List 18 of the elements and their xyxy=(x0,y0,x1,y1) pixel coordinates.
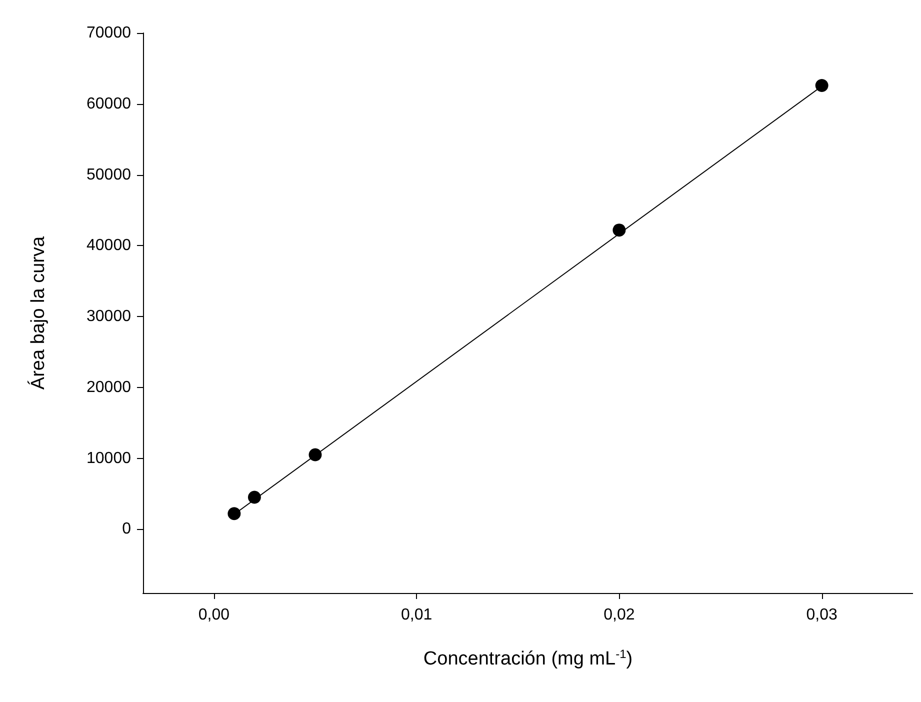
y-tick-label: 40000 xyxy=(86,237,132,254)
point xyxy=(612,224,626,237)
y-tick-label: 0 xyxy=(122,520,132,538)
y-tick-label: 20000 xyxy=(86,378,132,396)
y-tick-label: 30000 xyxy=(86,308,132,326)
point xyxy=(228,507,241,520)
x-tick-label: 0,03 xyxy=(806,606,838,624)
y-tick-label: 10000 xyxy=(86,450,132,467)
x-tick-label: 0,02 xyxy=(604,606,635,624)
y-axis-title: Área bajo la curva xyxy=(27,236,49,390)
x-tick-label: 0,00 xyxy=(198,606,230,624)
point xyxy=(815,78,828,92)
point xyxy=(248,490,261,504)
point xyxy=(308,448,322,462)
y-tick-label: 70000 xyxy=(86,24,132,42)
x-tick-label: 0,01 xyxy=(400,606,432,624)
y-tick-label: 60000 xyxy=(86,95,132,112)
y-tick-label: 50000 xyxy=(86,166,132,184)
